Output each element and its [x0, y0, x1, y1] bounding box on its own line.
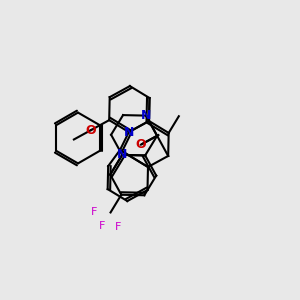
Text: F: F — [91, 207, 98, 217]
Text: N: N — [117, 148, 128, 161]
Text: N: N — [124, 126, 134, 139]
Text: F: F — [99, 221, 105, 231]
Text: F: F — [115, 222, 122, 232]
Text: O: O — [86, 124, 96, 136]
Text: N: N — [141, 109, 151, 122]
Text: O: O — [136, 138, 146, 151]
